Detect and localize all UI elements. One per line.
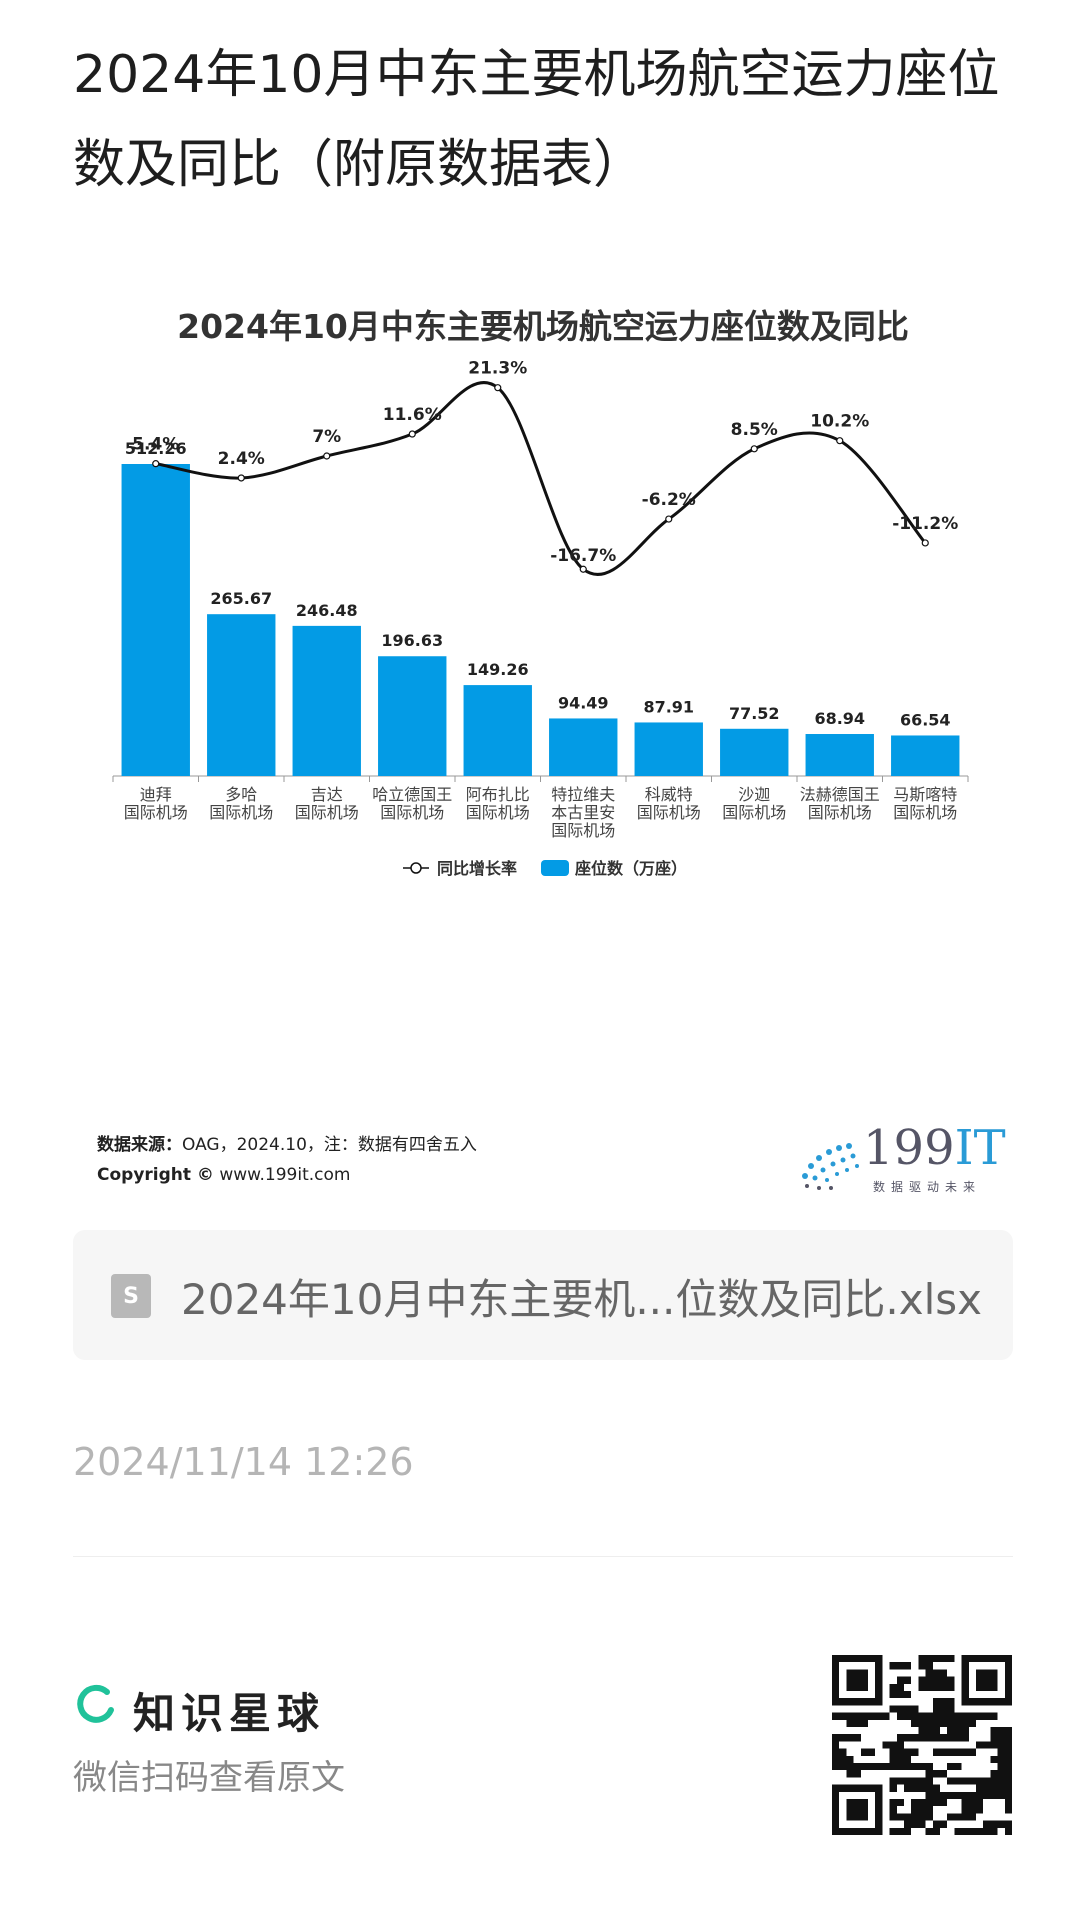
bar-value-label: 77.52 (729, 704, 780, 723)
category-label: 国际机场 (722, 803, 786, 822)
category-label: 迪拜 (140, 785, 172, 804)
attachment-name[interactable]: 2024年10月中东主要机...位数及同比.xlsx (181, 1275, 982, 1324)
copyright-label: Copyright © (97, 1165, 214, 1185)
category-label: 国际机场 (893, 803, 957, 822)
bar (805, 734, 874, 776)
attachment-card[interactable]: S 2024年10月中东主要机...位数及同比.xlsx (73, 1230, 1013, 1360)
chart-image: 2024年10月中东主要机场航空运力座位数及同比 512.26 迪拜 国际机场 265… (73, 270, 1013, 1210)
logo-dots-icon (802, 1143, 859, 1190)
yoy-value-label: 2.4% (218, 449, 265, 469)
bar-value-label: 68.94 (814, 709, 865, 728)
spreadsheet-icon: S (111, 1274, 151, 1318)
category-label: 哈立德国王 (372, 785, 452, 804)
yoy-point (921, 539, 929, 547)
bar (891, 735, 960, 776)
category-label: 国际机场 (124, 803, 188, 822)
bar-value-label: 265.67 (210, 589, 272, 608)
bar (378, 656, 447, 776)
yoy-value-label: 7% (312, 427, 341, 447)
category-label: 国际机场 (209, 803, 273, 822)
bar-value-label: 246.48 (296, 601, 358, 620)
yoy-point (750, 445, 758, 453)
yoy-point (579, 565, 587, 573)
planet-ring-icon (77, 1684, 114, 1723)
category-label: 特拉维夫 (551, 785, 615, 804)
brand-name: 知识星球 (133, 1689, 326, 1738)
bar-value-label: 94.49 (558, 693, 609, 712)
bar-value-label: 66.54 (900, 710, 951, 729)
bar-value-label: 196.63 (381, 631, 443, 650)
legend-label: 座位数（万座） (574, 859, 687, 878)
chart-title: 2024年10月中东主要机场航空运力座位数及同比 (177, 307, 909, 346)
yoy-point (323, 452, 331, 460)
bar (121, 464, 190, 776)
yoy-value-label: -11.2% (892, 514, 958, 534)
bar-value-label: 512.26 (125, 439, 187, 458)
logo-text: 199IT (863, 1120, 1006, 1176)
yoy-value-label: 8.5% (731, 420, 778, 440)
category-label: 吉达 (311, 785, 343, 804)
logo-tagline: 数据驱动未来 (873, 1180, 982, 1194)
qr-code[interactable] (832, 1655, 1012, 1835)
post-timestamp: 2024/11/14 12:26 (73, 1440, 414, 1484)
source-text: OAG，2024.10，注：数据有四舍五入 (182, 1135, 477, 1155)
yoy-line (155, 381, 927, 576)
brand-logo: 199IT 数据驱动未来 (793, 1120, 1013, 1200)
category-label: 马斯喀特 (893, 785, 957, 804)
category-label: 国际机场 (808, 803, 872, 822)
category-label: 国际机场 (466, 803, 530, 822)
bar (549, 718, 618, 776)
yoy-value-label: 11.6% (383, 405, 442, 425)
category-label: 本古里安 (551, 803, 615, 822)
bar (207, 614, 276, 776)
bar (463, 685, 532, 776)
legend-bar-swatch (541, 860, 569, 876)
chart: 512.26迪拜国际机场265.67多哈国际机场246.48吉达国际机场196.… (112, 359, 969, 878)
yoy-point (408, 430, 416, 438)
bar (634, 722, 703, 776)
yoy-value-label: -16.7% (550, 546, 616, 566)
legend-line-marker (410, 862, 422, 874)
scan-hint: 微信扫码查看原文 (73, 1758, 345, 1798)
bar (292, 625, 361, 776)
category-label: 沙迦 (738, 785, 770, 804)
yoy-value-label: 21.3% (468, 359, 527, 379)
category-label: 国际机场 (551, 821, 615, 840)
yoy-point (836, 437, 844, 445)
page-title: 2024年10月中东主要机场航空运力座位数及同比（附原数据表） (73, 45, 1000, 195)
category-label: 法赫德国王 (800, 785, 880, 804)
divider (73, 1556, 1013, 1557)
yoy-point (665, 515, 673, 523)
yoy-value-label: 10.2% (810, 412, 869, 432)
category-label: 阿布扎比 (466, 785, 530, 804)
yoy-value-label: -6.2% (642, 490, 696, 510)
legend-label: 同比增长率 (437, 859, 517, 878)
category-label: 国际机场 (637, 803, 701, 822)
category-label: 多哈 (225, 785, 257, 804)
yoy-point (237, 474, 245, 482)
yoy-point (494, 384, 502, 392)
category-label: 国际机场 (380, 803, 444, 822)
yoy-value-label: 5.4% (132, 435, 179, 455)
bar-value-label: 87.91 (643, 697, 694, 716)
bar (720, 728, 789, 776)
category-label: 科威特 (645, 785, 693, 804)
source-note: 数据来源：OAG，2024.10，注：数据有四舍五入 Copyright © w… (97, 1130, 477, 1190)
source-label: 数据来源： (97, 1135, 182, 1155)
bar-value-label: 149.26 (467, 660, 529, 679)
yoy-point (152, 460, 160, 468)
category-label: 国际机场 (295, 803, 359, 822)
source-site: www.199it.com (219, 1165, 351, 1185)
